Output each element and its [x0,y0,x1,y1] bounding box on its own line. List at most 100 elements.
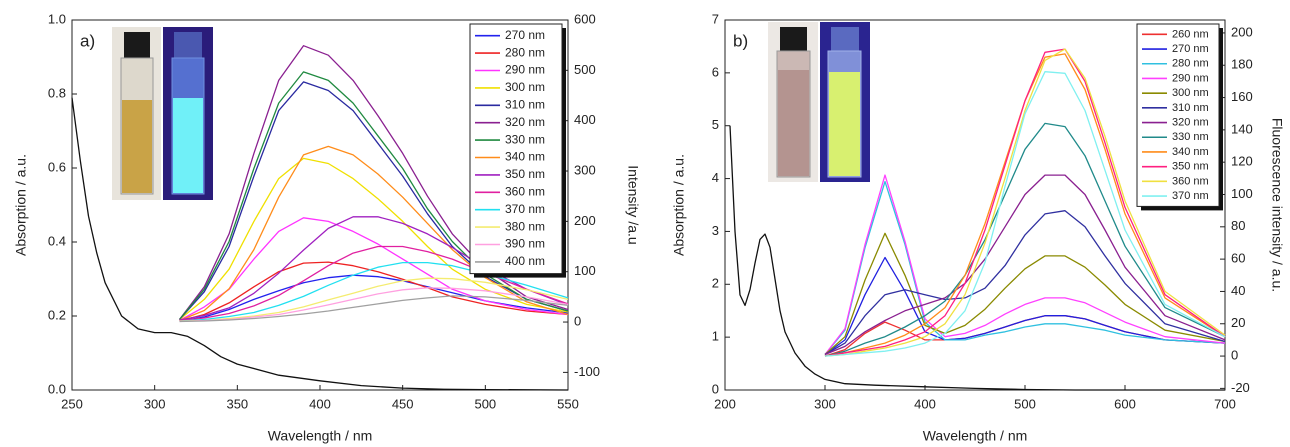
x-axis-title: Wavelength / nm [268,428,373,444]
y-tick-label: 0.0 [48,381,66,396]
vial-liquid [122,100,152,193]
x-tick-label: 450 [392,396,414,411]
legend-label: 270 nm [505,28,545,42]
legend-label: 300 nm [1172,87,1209,99]
legend-label: 340 nm [505,150,545,164]
vial-cap [780,27,807,51]
y2-tick-label: 40 [1231,283,1245,298]
emission-line [824,48,1226,357]
y2-tick-label: 160 [1231,89,1253,104]
y-tick-label: 0.6 [48,159,66,174]
y2-tick-label: 200 [574,213,596,228]
y2-tick-label: 100 [1231,186,1253,201]
panel-label: a) [80,31,95,50]
y-tick-label: 7 [712,11,719,26]
absorption-line [729,125,1225,391]
x-tick-label: 400 [309,396,331,411]
legend-label: 360 nm [505,184,545,198]
y-tick-label: 0.4 [48,233,66,248]
y2-tick-label: 400 [574,112,596,127]
legend-label: 300 nm [505,80,545,94]
x-tick-label: 400 [914,396,936,411]
emission-line [824,71,1226,357]
legend-label: 290 nm [1172,72,1209,84]
legend-label: 340 nm [1172,146,1209,158]
emission-line [179,287,569,323]
legend-label: 280 nm [505,45,545,59]
legend-label: 350 nm [1172,161,1209,173]
vial-liquid [829,72,860,176]
emission-line [179,295,569,323]
y2-tick-label: 180 [1231,57,1253,72]
x-tick-label: 500 [474,396,496,411]
y2-tick-label: 60 [1231,251,1245,266]
legend-label: 370 nm [505,202,545,216]
y-axis-title: Absorption / a.u. [671,154,687,256]
x-tick-label: 300 [144,396,166,411]
legend-label: 370 nm [1172,190,1209,202]
y2-tick-label: 100 [574,263,596,278]
legend-label: 310 nm [505,97,545,111]
emission-line [824,210,1226,356]
legend-label: 400 nm [505,254,545,268]
absorption-line [71,97,569,391]
x-tick-label: 700 [1214,396,1236,411]
legend-label: 350 nm [505,167,545,181]
emission-line [824,174,1226,356]
y2-tick-label: 300 [574,162,596,177]
legend-label: 380 nm [505,219,545,233]
y2-tick-label: -20 [1231,380,1250,395]
y-tick-label: 1.0 [48,11,66,26]
vial-cap [174,32,202,58]
y2-tick-label: 80 [1231,218,1245,233]
plot-frame [724,19,1226,391]
inset-photo-a [112,27,213,200]
legend-label: 290 nm [505,63,545,77]
vial-liquid [173,98,203,193]
x-tick-label: 500 [1014,396,1036,411]
y2-tick-label: 200 [1231,24,1253,39]
emission-line [824,315,1226,357]
x-tick-label: 550 [557,396,579,411]
y2-tick-label: 0 [1231,348,1238,363]
y-tick-label: 0 [712,381,719,396]
y-tick-label: 6 [712,64,719,79]
y-tick-label: 4 [712,170,719,185]
y-tick-label: 3 [712,223,719,238]
legend-label: 390 nm [505,237,545,251]
legend-label: 330 nm [1172,131,1209,143]
y2-tick-label: 20 [1231,315,1245,330]
y-axis-title: Absorption / a.u. [13,154,29,256]
emission-line [824,232,1226,355]
emission-line [824,180,1226,355]
legend-label: 310 nm [1172,102,1209,114]
vial-cap [124,32,150,58]
vial-cap [831,27,859,51]
panel-label: b) [733,31,748,50]
legend-box [1136,23,1220,207]
emission-line [824,174,1226,355]
emission-line [824,48,1226,357]
vial-liquid [778,70,809,176]
y-tick-label: 5 [712,117,719,132]
legend-label: 320 nm [1172,116,1209,128]
y2-tick-label: 120 [1231,154,1253,169]
emission-line [824,122,1226,357]
legend-box [469,23,563,275]
y2-tick-label: -100 [574,364,600,379]
legend-label: 320 nm [505,115,545,129]
y2-tick-label: 600 [574,11,596,26]
x-tick-label: 200 [714,396,736,411]
x-axis-title: Wavelength / nm [923,428,1028,444]
y2-axis-title: Fluorescence intensity / a.u. [1269,118,1285,292]
legend-label: 270 nm [1172,43,1209,55]
x-tick-label: 350 [226,396,248,411]
emission-line [824,256,1226,356]
emission-line [179,261,569,322]
x-tick-label: 600 [1114,396,1136,411]
y2-tick-label: 140 [1231,121,1253,136]
legend-label: 360 nm [1172,175,1209,187]
y-tick-label: 1 [712,329,719,344]
inset-photo-b [768,22,870,182]
